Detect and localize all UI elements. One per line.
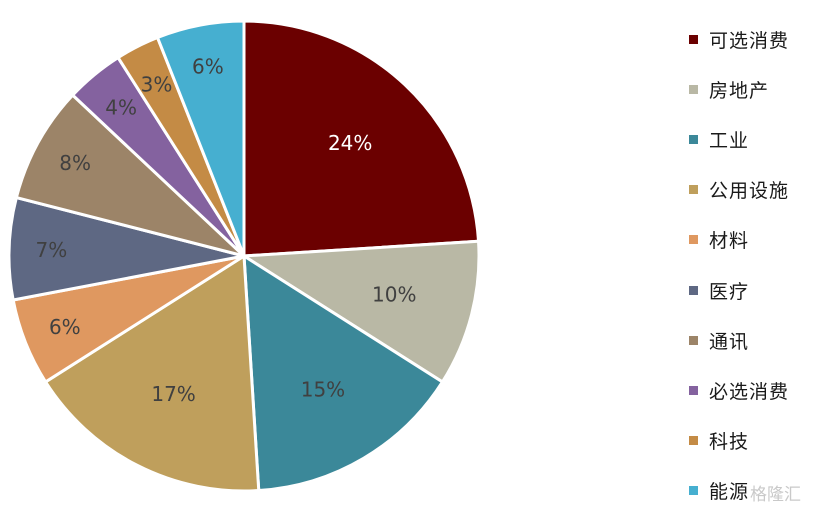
legend-label: 材料	[709, 230, 750, 253]
legend-label: 房地产	[709, 79, 770, 102]
legend-swatch	[689, 84, 698, 94]
legend-label: 工业	[709, 129, 750, 152]
data-label-3: 17%	[151, 382, 195, 406]
watermark: 格隆汇	[750, 485, 801, 505]
pie-slice-5	[7, 196, 246, 302]
legend-item-1: 房地产	[689, 64, 826, 114]
legend-item-9: 能源	[689, 466, 826, 516]
data-label-8: 3%	[141, 72, 173, 96]
legend-item-8: 科技	[689, 416, 826, 466]
legend-swatch	[689, 385, 698, 395]
legend-swatch	[689, 185, 698, 195]
legend-item-0: 可选消费	[689, 14, 826, 64]
legend-item-5: 医疗	[689, 265, 826, 315]
data-label-0: 24%	[328, 131, 372, 155]
data-label-6: 8%	[59, 151, 91, 175]
legend-item-4: 材料	[689, 215, 826, 265]
legend-label: 能源	[709, 481, 750, 504]
legend-label: 可选消费	[709, 29, 790, 52]
legend-label: 科技	[709, 431, 750, 454]
data-label-4: 6%	[49, 315, 81, 339]
pie-slice-6	[14, 93, 246, 258]
legend-label: 公用设施	[709, 180, 790, 203]
legend-swatch	[689, 34, 698, 44]
pie-slice-1	[242, 239, 481, 384]
legend-label: 通讯	[709, 330, 750, 353]
legend-swatch	[689, 335, 698, 345]
data-label-2: 15%	[301, 378, 345, 402]
legend-label: 医疗	[709, 280, 750, 303]
data-label-7: 4%	[105, 96, 137, 120]
legend-swatch	[689, 436, 698, 446]
legend-item-6: 通讯	[689, 315, 826, 365]
legend: 可选消费房地产工业公用设施材料医疗通讯必选消费科技能源	[689, 14, 826, 516]
data-label-5: 7%	[36, 238, 68, 262]
data-label-9: 6%	[192, 55, 224, 79]
pie-slice-3	[44, 254, 261, 493]
legend-swatch	[689, 486, 698, 496]
pie-slice-2	[242, 254, 444, 493]
legend-label: 必选消费	[709, 380, 790, 403]
data-label-1: 10%	[372, 283, 416, 307]
legend-item-3: 公用设施	[689, 165, 826, 215]
legend-swatch	[689, 285, 698, 295]
pie-slice-0	[242, 19, 481, 258]
legend-swatch	[689, 235, 698, 245]
legend-item-2: 工业	[689, 114, 826, 164]
pie-slice-9	[155, 19, 246, 258]
legend-item-7: 必选消费	[689, 365, 826, 415]
legend-swatch	[689, 134, 698, 144]
